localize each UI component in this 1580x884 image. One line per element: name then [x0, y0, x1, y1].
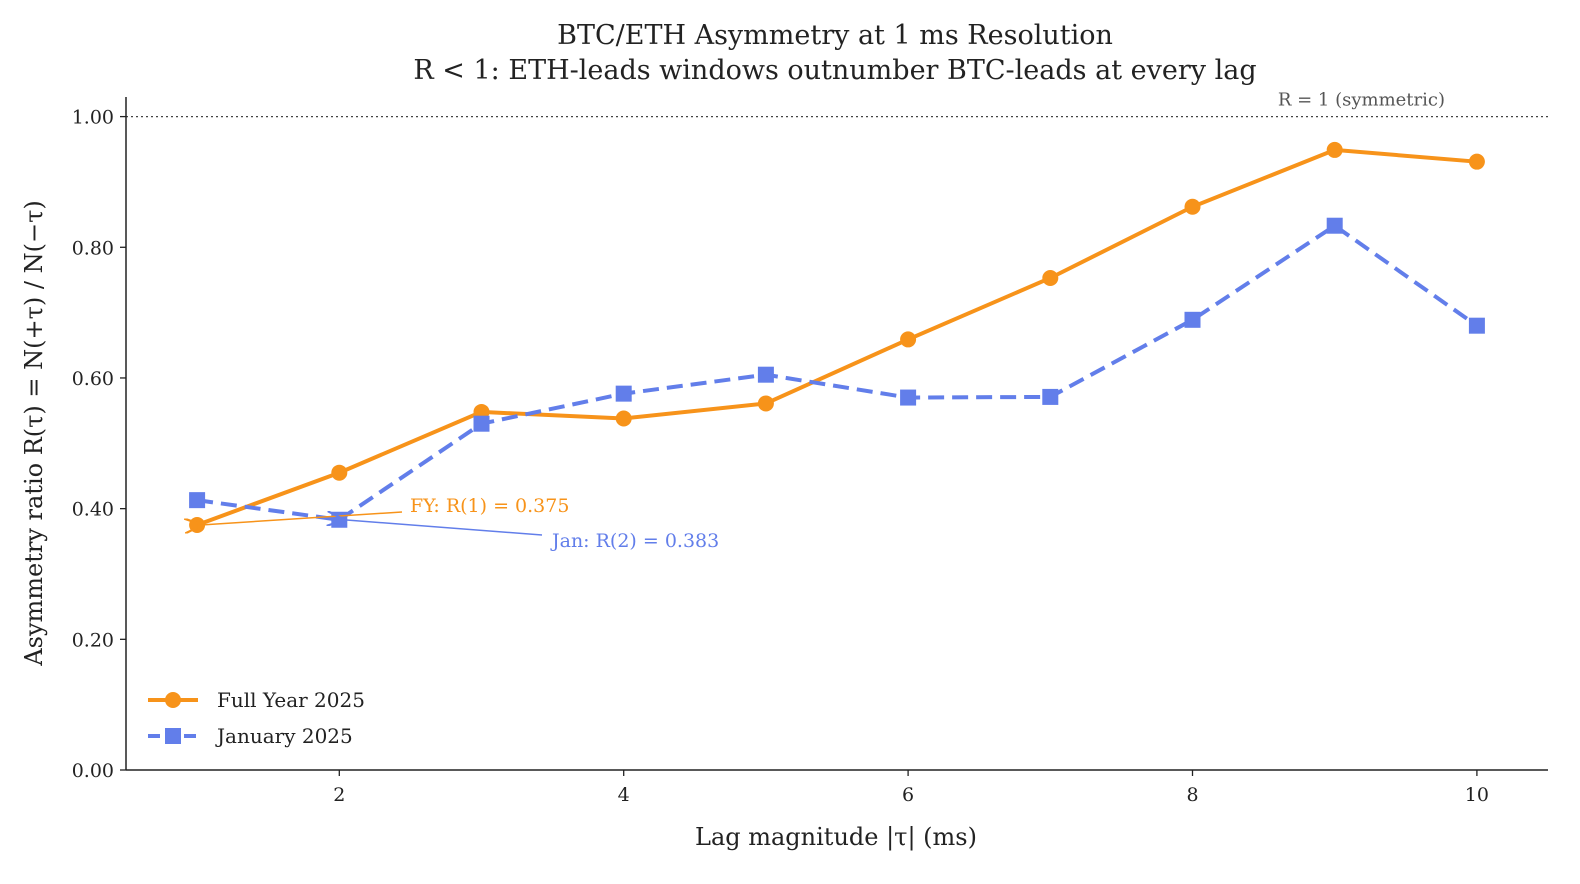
x-axis-label: Lag magnitude |τ| (ms) [695, 823, 977, 852]
data-point [473, 415, 490, 432]
data-point [1326, 141, 1343, 158]
annotation-label: Jan: R(2) = 0.383 [550, 530, 719, 552]
data-point [900, 389, 917, 406]
annotation-arrow [343, 520, 543, 536]
y-tick-label: 1.00 [72, 107, 114, 129]
data-point [1468, 317, 1485, 334]
data-point [757, 395, 774, 412]
data-point [331, 464, 348, 481]
y-axis-label: Asymmetry ratio R(τ) = N(+τ) / N(−τ) [20, 200, 48, 666]
chart-title: BTC/ETH Asymmetry at 1 ms Resolution [557, 20, 1113, 51]
chart-subtitle: R < 1: ETH-leads windows outnumber BTC-l… [413, 55, 1256, 86]
data-point [900, 331, 917, 348]
x-tick-label: 8 [1186, 784, 1198, 806]
data-point [757, 366, 774, 383]
data-point [615, 385, 632, 402]
data-point [1042, 269, 1059, 286]
x-tick-label: 6 [902, 784, 914, 806]
data-point [1042, 388, 1059, 405]
x-tick-label: 10 [1465, 784, 1489, 806]
series-line-1 [196, 223, 1479, 522]
y-tick-label: 0.40 [72, 499, 114, 521]
annotation-arrow [201, 511, 403, 525]
legend-marker [165, 692, 181, 708]
y-tick-label: 0.20 [72, 629, 114, 651]
data-point [1184, 311, 1201, 328]
x-tick-label: 2 [333, 784, 345, 806]
annotation-label: FY: R(1) = 0.375 [410, 495, 569, 517]
legend-label: January 2025 [215, 724, 353, 748]
y-tick-label: 0.00 [72, 760, 114, 782]
data-point [1468, 153, 1485, 170]
data-point [1326, 217, 1343, 234]
reference-line-label: R = 1 (symmetric) [1278, 90, 1445, 111]
legend: Full Year 2025 January 2025 [148, 688, 365, 748]
y-tick-label: 0.60 [72, 368, 114, 390]
x-tick-label: 4 [618, 784, 630, 806]
data-point [1184, 198, 1201, 215]
y-tick-label: 0.80 [72, 237, 114, 259]
data-point [189, 492, 206, 509]
series-line-0 [196, 147, 1478, 527]
data-point [615, 410, 632, 427]
legend-marker [165, 728, 181, 744]
legend-label: Full Year 2025 [217, 688, 365, 712]
